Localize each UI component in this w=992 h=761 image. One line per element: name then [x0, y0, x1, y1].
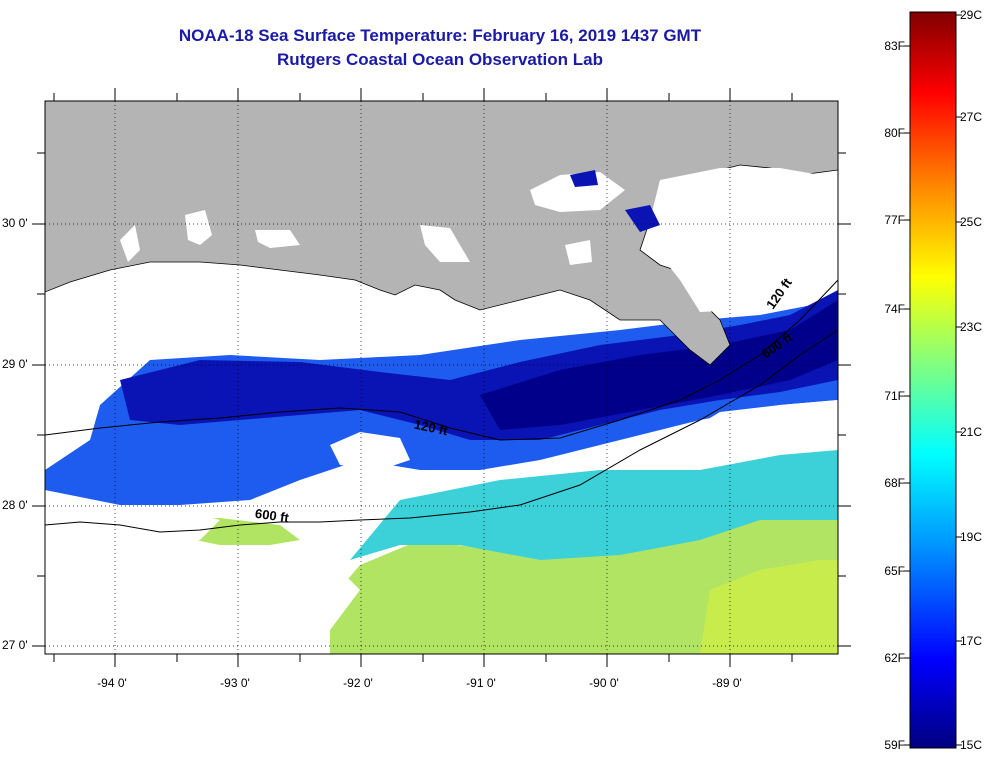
colorbar-f-label: 65F: [884, 564, 905, 578]
lon-label-91: -91 0': [466, 676, 496, 690]
inland-cloud-1: [185, 210, 212, 245]
cloud-patch-west: [45, 505, 220, 580]
colorbar-ticks: [904, 14, 962, 746]
colorbar: [909, 11, 957, 749]
lon-label-89: -89 0': [712, 676, 742, 690]
contour-600ft-line: [45, 329, 838, 533]
colorbar-c-label: 17C: [960, 634, 983, 648]
cloud-patch-mid: [330, 432, 410, 470]
cloud-patch-south: [45, 548, 360, 645]
colorbar-c-label: 25C: [960, 215, 983, 229]
lake-blue-2: [625, 205, 660, 232]
inland-cloud-4: [530, 172, 625, 212]
colorbar-f-label: 74F: [884, 302, 905, 316]
lat-label-27: 27 0': [2, 638, 28, 652]
lat-label-28: 28 0': [2, 498, 28, 512]
colorbar-c-label: 15C: [960, 738, 983, 752]
inland-cloud-3: [420, 225, 470, 262]
lat-label-30: 30 0': [2, 216, 28, 230]
colorbar-c-label: 21C: [960, 425, 983, 439]
map-subtitle: Rutgers Coastal Ocean Observation Lab: [277, 50, 603, 69]
lon-label-90: -90 0': [589, 676, 619, 690]
lon-label-92: -92 0': [343, 676, 373, 690]
colorbar-c-label: 29C: [960, 8, 983, 22]
lon-label-94: -94 0': [97, 676, 127, 690]
graticule: [45, 101, 838, 654]
cloud-patch-east: [690, 400, 838, 450]
inland-cloud-5: [650, 168, 838, 312]
inland-cloud-7: [565, 240, 592, 265]
inland-cloud-2: [255, 230, 300, 248]
colorbar-f-label: 80F: [884, 126, 905, 140]
inland-cloud-6: [120, 225, 140, 262]
lat-label-29: 29 0': [2, 357, 28, 371]
map-frame: [44, 100, 839, 655]
colorbar-f-label: 77F: [884, 213, 905, 227]
colorbar-c-label: 23C: [960, 320, 983, 334]
warm-water-patch: [700, 560, 838, 654]
colorbar-f-label: 71F: [884, 389, 905, 403]
colorbar-f-label: 83F: [884, 39, 905, 53]
lake-blue-1: [570, 170, 598, 187]
coldest-water-band: [480, 300, 838, 430]
lon-label-93: -93 0': [220, 676, 250, 690]
colorbar-c-label: 19C: [960, 530, 983, 544]
contour-120ft-line: [45, 279, 838, 441]
teal-water-band: [350, 450, 838, 560]
axis-ticks: [32, 88, 851, 667]
colorbar-f-label: 68F: [884, 476, 905, 490]
colorbar-f-label: 59F: [884, 738, 905, 752]
map-title: NOAA-18 Sea Surface Temperature: Februar…: [178, 26, 702, 45]
colorbar-c-label: 27C: [960, 110, 983, 124]
colorbar-f-label: 62F: [884, 651, 905, 665]
